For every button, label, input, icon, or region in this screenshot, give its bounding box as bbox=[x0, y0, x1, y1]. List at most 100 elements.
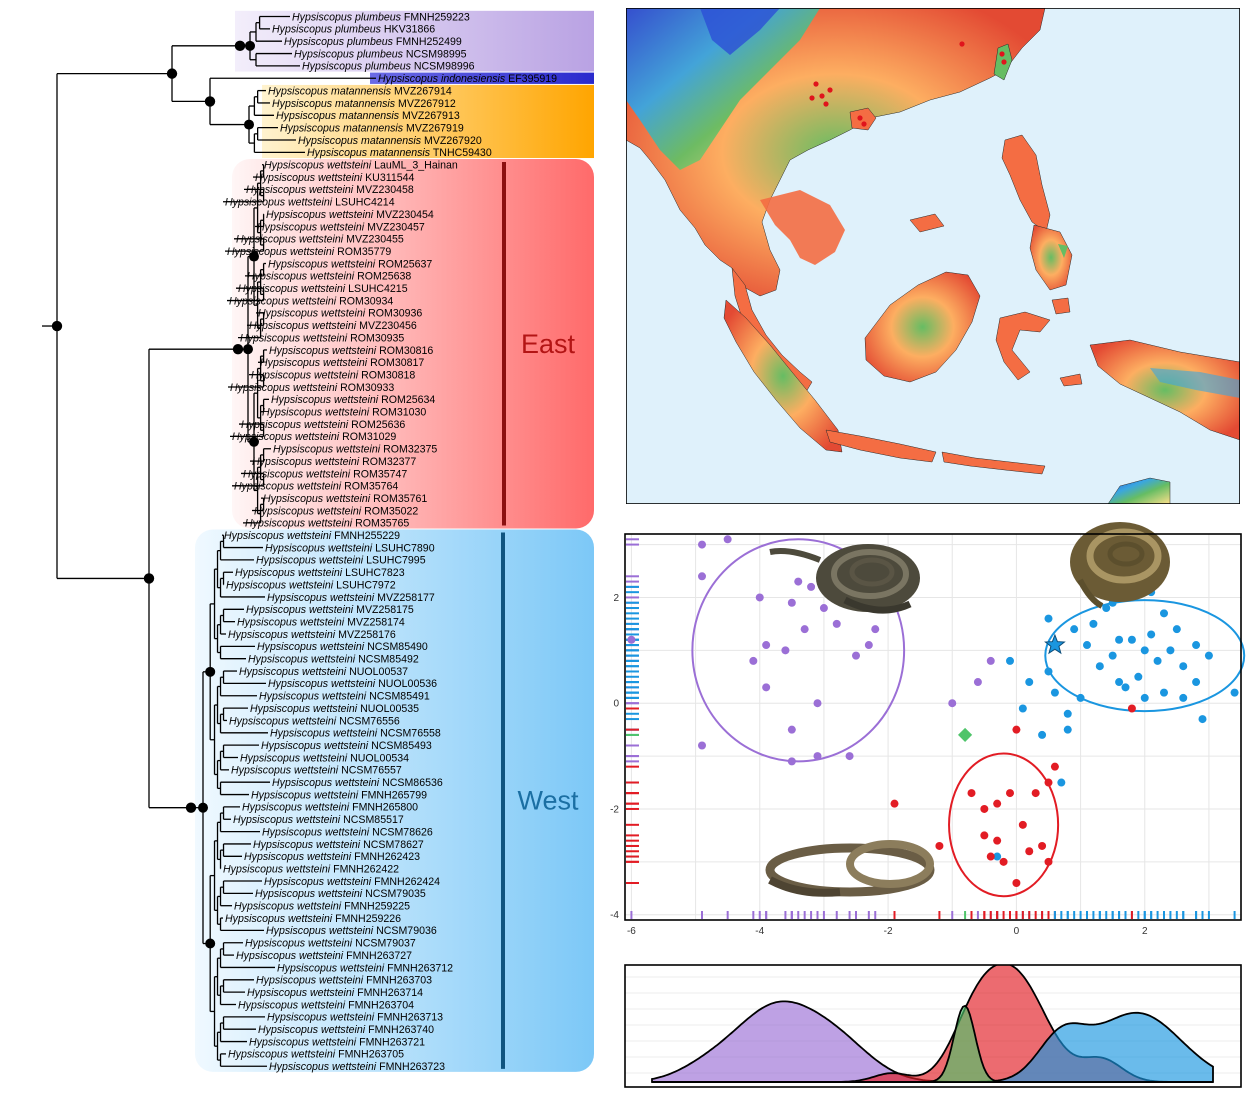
scatter-point bbox=[1038, 841, 1047, 850]
tip-species: Hypsiscopus wettsteini bbox=[268, 258, 376, 270]
tip-species: Hypsiscopus wettsteini bbox=[245, 938, 353, 950]
scatter-point bbox=[1044, 778, 1053, 787]
tip-voucher: ROM35779 bbox=[334, 246, 391, 258]
tip-label: Hypsiscopus wettsteini MVZ230458 bbox=[246, 184, 414, 196]
scatter-point bbox=[1192, 678, 1201, 687]
density-curve-green bbox=[652, 1004, 1213, 1083]
tip-voucher: ROM30935 bbox=[347, 332, 404, 344]
tip-species: Hypsiscopus wettsteini bbox=[257, 221, 365, 233]
occurrence-dot bbox=[857, 115, 863, 121]
tip-label: Hypsiscopus wettsteini ROM30817 bbox=[260, 357, 424, 369]
tip-label: Hypsiscopus wettsteini NUOL00535 bbox=[250, 703, 419, 715]
tip-species: Hypsiscopus wettsteini bbox=[269, 345, 377, 357]
tip-species: Hypsiscopus wettsteini bbox=[241, 419, 349, 431]
tip-species: Hypsiscopus wettsteini bbox=[236, 234, 344, 246]
tip-voucher: FMNH263714 bbox=[354, 987, 423, 999]
tip-species: Hypsiscopus wettsteini bbox=[229, 295, 337, 307]
tip-voucher: ROM35747 bbox=[350, 468, 407, 480]
tip-label: Hypsiscopus wettsteini NCSM86536 bbox=[272, 777, 443, 789]
tip-label: Hypsiscopus wettsteini MVZ258175 bbox=[246, 604, 414, 616]
support-nodes bbox=[51, 40, 259, 949]
tip-voucher: NCSM85492 bbox=[355, 654, 419, 666]
tip-voucher: FMNH263713 bbox=[374, 1012, 443, 1024]
tip-species: Hypsiscopus plumbeus bbox=[272, 24, 382, 36]
tip-species: Hypsiscopus wettsteini bbox=[233, 814, 341, 826]
tip-voucher: FMNH262422 bbox=[330, 863, 399, 875]
clade-box-plumbeus bbox=[235, 10, 594, 72]
clade-label-east: East bbox=[521, 329, 576, 359]
occurrence-dot bbox=[999, 51, 1005, 57]
tip-voucher: EF395919 bbox=[505, 73, 557, 85]
tip-species: Hypsiscopus wettsteini bbox=[248, 654, 356, 666]
tip-voucher: FMNH263704 bbox=[345, 999, 414, 1011]
scatter-point bbox=[1153, 656, 1162, 665]
tip-voucher: LSUHC4214 bbox=[332, 197, 395, 209]
scatter-point bbox=[1095, 662, 1104, 671]
tip-species: Hypsiscopus wettsteini bbox=[250, 703, 358, 715]
tip-voucher: ROM32375 bbox=[380, 444, 437, 456]
tip-species: Hypsiscopus plumbeus bbox=[294, 48, 404, 60]
tip-voucher: NCSM78626 bbox=[369, 826, 433, 838]
tip-label: Hypsiscopus matannensis MVZ267919 bbox=[280, 122, 464, 134]
scatter-point bbox=[986, 852, 995, 861]
tip-label: Hypsiscopus wettsteini NCSM76558 bbox=[270, 728, 441, 740]
tip-label: Hypsiscopus wettsteini ROM35022 bbox=[254, 505, 418, 517]
scatter-point bbox=[698, 540, 706, 549]
tip-species: Hypsiscopus matannensis bbox=[272, 98, 396, 110]
tip-label: Hypsiscopus wettsteini LSUHC7972 bbox=[226, 579, 396, 591]
tip-species: Hypsiscopus wettsteini bbox=[267, 1012, 375, 1024]
tip-species: Hypsiscopus wettsteini bbox=[234, 481, 342, 493]
scatter-point bbox=[999, 857, 1008, 866]
tip-label: Hypsiscopus wettsteini FMNH262424 bbox=[264, 876, 440, 888]
tip-voucher: MVZ267914 bbox=[391, 85, 452, 97]
tip-label: Hypsiscopus plumbeus NCSM98996 bbox=[302, 61, 475, 73]
tip-voucher: NCSM76556 bbox=[336, 715, 400, 727]
tip-species: Hypsiscopus wettsteini bbox=[245, 518, 353, 530]
tip-label: Hypsiscopus wettsteini FMNH255229 bbox=[224, 530, 400, 542]
tip-label: Hypsiscopus wettsteini FMNH263703 bbox=[256, 975, 432, 987]
scatter-point bbox=[1063, 725, 1072, 734]
tip-label: Hypsiscopus plumbeus FMNH252499 bbox=[284, 36, 462, 48]
tip-species: Hypsiscopus wettsteini bbox=[225, 913, 333, 925]
tip-species: Hypsiscopus matannensis bbox=[298, 135, 422, 147]
scatter-point bbox=[1044, 614, 1053, 623]
tip-voucher: FMNH263727 bbox=[343, 950, 412, 962]
scatter-point bbox=[1179, 662, 1188, 671]
x-tick-label: -4 bbox=[755, 926, 764, 937]
scatter-point bbox=[755, 593, 764, 602]
scatter-point bbox=[1147, 630, 1156, 639]
tip-species: Hypsiscopus wettsteini bbox=[231, 765, 339, 777]
scatter-point bbox=[980, 831, 989, 840]
tip-voucher: NUOL00537 bbox=[346, 666, 408, 678]
scatter-point bbox=[1006, 789, 1014, 798]
tip-label: Hypsiscopus wettsteini NCSM85492 bbox=[248, 654, 419, 666]
tip-species: Hypsiscopus wettsteini bbox=[262, 407, 370, 419]
tip-species: Hypsiscopus wettsteini bbox=[258, 308, 366, 320]
tip-species: Hypsiscopus plumbeus bbox=[284, 36, 394, 48]
tip-label: Hypsiscopus wettsteini MVZ230455 bbox=[236, 234, 404, 246]
tip-species: Hypsiscopus wettsteini bbox=[258, 1024, 366, 1036]
scatter-point bbox=[1108, 651, 1117, 660]
tip-voucher: FMNH265799 bbox=[358, 789, 427, 801]
tip-voucher: MVZ258177 bbox=[374, 592, 435, 604]
tip-voucher: FMNH263721 bbox=[356, 1036, 425, 1048]
scatter-point bbox=[890, 799, 899, 808]
scatter-point bbox=[787, 757, 796, 766]
tip-species: Hypsiscopus wettsteini bbox=[244, 851, 352, 863]
tip-label: Hypsiscopus matannensis MVZ267920 bbox=[298, 135, 482, 147]
tip-voucher: ROM35765 bbox=[352, 518, 409, 530]
y-tick-label: -2 bbox=[610, 804, 619, 815]
snake-illustration-blue bbox=[1070, 522, 1170, 609]
tip-label: Hypsiscopus plumbeus HKV31866 bbox=[272, 24, 435, 36]
y-tick-label: 0 bbox=[613, 699, 619, 710]
tip-label: Hypsiscopus wettsteini FMNH263723 bbox=[269, 1061, 445, 1073]
tip-species: Hypsiscopus wettsteini bbox=[272, 777, 380, 789]
scatter-point bbox=[1230, 688, 1239, 697]
scatter-point bbox=[1166, 646, 1175, 655]
tip-label: Hypsiscopus wettsteini FMNH259226 bbox=[225, 913, 401, 925]
tip-species: Hypsiscopus wettsteini bbox=[262, 826, 370, 838]
support-node bbox=[205, 938, 216, 949]
scatter-point bbox=[1057, 778, 1066, 787]
scatter-point bbox=[973, 678, 982, 687]
tip-species: Hypsiscopus matannensis bbox=[307, 147, 431, 159]
